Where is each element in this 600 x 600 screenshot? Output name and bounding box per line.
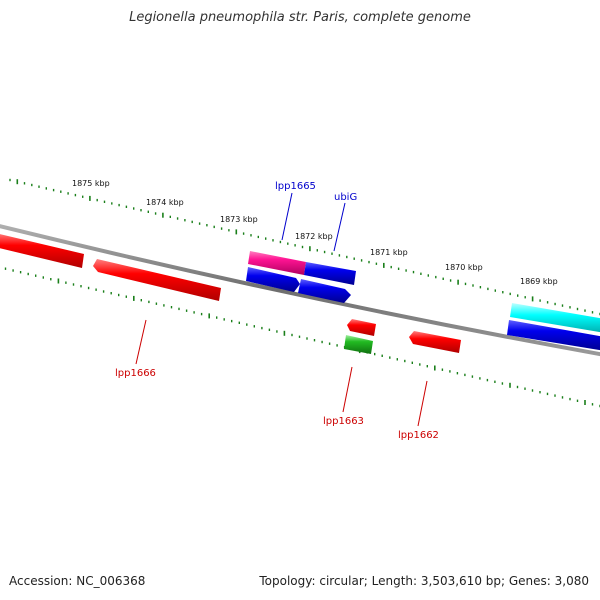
gene-label-lpp1663[interactable]: lpp1663 [323, 416, 364, 427]
kbp-labels: 1875 kbp 1874 kbp 1873 kbp 1872 kbp 1871… [72, 179, 558, 286]
gene-red-lpp1662[interactable] [409, 331, 461, 353]
kbp-label: 1872 kbp [295, 232, 333, 241]
gene-red-lpp1663[interactable] [347, 319, 376, 336]
gene-blue-right-edge[interactable] [507, 320, 600, 351]
kbp-label: 1871 kbp [370, 248, 408, 257]
gene-label-lpp1662[interactable]: lpp1662 [398, 430, 439, 441]
gene-blue-arrow-2[interactable] [298, 279, 351, 303]
leader-lpp1666 [135, 319, 147, 365]
gene-magenta-lpp1665[interactable] [248, 251, 306, 275]
gene-blue-ubiG[interactable] [304, 262, 356, 285]
kbp-label: 1875 kbp [72, 179, 110, 188]
gene-green[interactable] [344, 335, 373, 354]
gene-label-lpp1666[interactable]: lpp1666 [115, 368, 156, 379]
genome-summary-text: Topology: circular; Length: 3,503,610 bp… [259, 574, 589, 588]
kbp-label: 1870 kbp [445, 263, 483, 272]
outer-tick-row [9, 178, 600, 316]
gene-label-ubiG[interactable]: ubiG [334, 192, 357, 203]
inner-tick-row [4, 267, 600, 408]
gene-blue-arrow-1[interactable] [246, 267, 300, 292]
kbp-label: 1874 kbp [146, 198, 184, 207]
gene-red-left-edge[interactable] [0, 233, 84, 268]
gene-label-lpp1665[interactable]: lpp1665 [275, 181, 316, 192]
map-title: Legionella pneumophila str. Paris, compl… [129, 10, 471, 25]
gene-red-lpp1666[interactable] [93, 259, 221, 301]
accession-text: Accession: NC_006368 [9, 574, 146, 588]
leader-ubiG [333, 202, 346, 252]
genome-backbone [0, 224, 600, 357]
leader-lpp1662 [417, 380, 428, 427]
leader-lpp1663 [342, 366, 353, 413]
gene-cyan[interactable] [510, 303, 600, 333]
kbp-label: 1869 kbp [520, 277, 558, 286]
leader-lpp1665 [281, 192, 293, 241]
kbp-label: 1873 kbp [220, 215, 258, 224]
